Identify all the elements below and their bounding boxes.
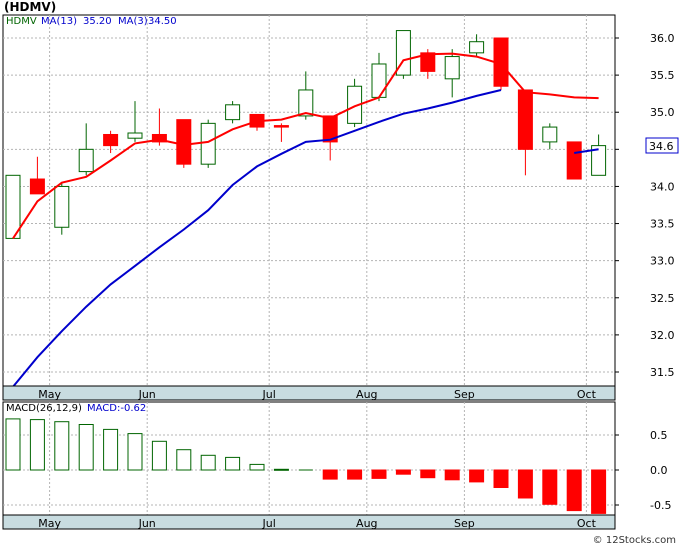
macd-bar-positive [103, 428, 119, 471]
macd-bar-negative [347, 469, 363, 480]
price-y-tick-label: 36.0 [650, 32, 675, 45]
price-y-tick-label: 31.5 [650, 366, 675, 379]
page-title: (HDMV) [4, 0, 57, 14]
ma-slow-line [12, 89, 502, 388]
price-y-tick-label: 33.5 [650, 218, 675, 231]
price-y-tick-label: 33.0 [650, 255, 675, 268]
macd-bar-positive [54, 421, 70, 471]
candle-up [78, 148, 94, 173]
site-credit: © 12Stocks.com [592, 535, 676, 546]
price-month-label: Oct [577, 388, 597, 401]
macd-y-tick-label: -0.5 [650, 499, 671, 512]
macd-bar-negative [322, 469, 338, 480]
macd-panel [2, 401, 616, 530]
candle-down [322, 115, 338, 143]
price-y-tick-label: 35.5 [650, 69, 675, 82]
candle-up [542, 126, 558, 143]
candle-down [29, 178, 45, 195]
candle-up [127, 132, 143, 139]
macd-bar-positive [5, 418, 21, 471]
price-series [5, 30, 607, 388]
macd-month-label: Oct [577, 517, 597, 530]
price-month-axis [2, 385, 616, 401]
macd-bar-positive [225, 456, 241, 471]
price-month-label: Jul [262, 388, 276, 401]
macd-month-axis [2, 514, 616, 530]
price-y-tick-label: 35.0 [650, 106, 675, 119]
macd-bar-positive [249, 463, 265, 471]
price-panel [2, 14, 616, 401]
price-month-labels: May Jun Jul Aug Sep Oct [38, 388, 596, 401]
macd-bar-negative [444, 469, 460, 481]
macd-month-label: Aug [356, 517, 377, 530]
macd-bar-positive [29, 419, 45, 471]
candle-down [176, 119, 192, 165]
candle-up [5, 174, 21, 239]
legend-ma-fast-label: MA(3) [118, 16, 148, 27]
candle-down [151, 133, 167, 143]
candle-up [591, 145, 607, 176]
price-month-label: Sep [454, 388, 475, 401]
price-y-tick-labels: 31.532.032.533.033.534.034.535.035.536.0 [650, 32, 675, 379]
candle-up [444, 56, 460, 80]
macd-legend-value: MACD:-0.62 [87, 403, 146, 414]
macd-bar-positive [78, 424, 94, 471]
macd-bar-negative [420, 469, 436, 479]
macd-bar-positive [176, 449, 192, 471]
legend-ma-slow-label: MA(13) [41, 16, 77, 27]
macd-bar-positive [273, 468, 289, 471]
candle-up [54, 185, 70, 228]
macd-bar-positive [127, 433, 143, 471]
candle-down [103, 133, 119, 147]
last-price-label: 34.6 [649, 140, 674, 153]
price-y-tick-label: 34.0 [650, 180, 675, 193]
macd-bar-positive [151, 440, 167, 471]
price-grid [3, 15, 619, 386]
price-y-tick-label: 32.0 [650, 329, 675, 342]
macd-bar-negative [493, 469, 509, 488]
legend-ma-slow-value: 35.20 [83, 16, 112, 27]
price-month-label: May [38, 388, 61, 401]
macd-y-tick-labels: 0.5 0.0 -0.5 [650, 429, 671, 512]
macd-bar-positive [200, 454, 216, 471]
macd-month-label: Sep [454, 517, 475, 530]
last-price-tag [645, 137, 679, 154]
candle-up [225, 104, 241, 121]
price-month-label: Jun [138, 388, 156, 401]
candle-down [566, 141, 582, 180]
macd-y-tick-label: 0.0 [650, 464, 668, 477]
macd-bar-negative [542, 469, 558, 505]
ma-tail-line [574, 148, 599, 154]
ma-fast-line [12, 52, 599, 239]
candle-up [371, 63, 387, 98]
macd-bar-negative [566, 469, 582, 512]
macd-month-label: Jun [138, 517, 156, 530]
candle-down [420, 52, 436, 72]
macd-month-labels: May Jun Jul Aug Sep Oct [38, 517, 596, 530]
candle-up [298, 89, 314, 117]
legend-ma-fast-value: 34.50 [148, 16, 177, 27]
macd-bar-negative [517, 469, 533, 499]
macd-bar-negative [591, 469, 607, 514]
macd-bars [5, 418, 607, 514]
price-month-label: Aug [356, 388, 377, 401]
macd-legend-label: MACD(26,12,9) [6, 403, 82, 414]
macd-month-label: Jul [262, 517, 276, 530]
macd-bar-negative [395, 469, 411, 475]
legend-ticker: HDMV [6, 16, 37, 27]
price-y-tick-label: 32.5 [650, 292, 675, 305]
candle-down [273, 125, 289, 128]
macd-bar-negative [469, 469, 485, 483]
macd-month-label: May [38, 517, 61, 530]
candle-up [469, 41, 485, 54]
candle-up [200, 122, 216, 165]
candle-down [517, 89, 533, 150]
macd-bar-negative [371, 469, 387, 479]
macd-y-tick-label: 0.5 [650, 429, 668, 442]
